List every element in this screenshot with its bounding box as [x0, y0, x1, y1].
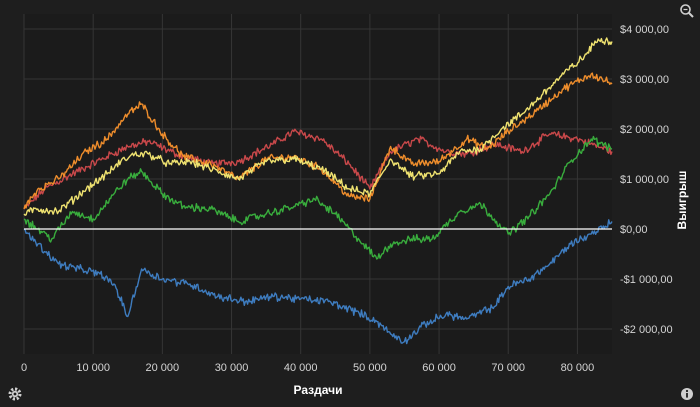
x-axis-ticks: 0 10 000 20 000 30 000 40 000 50 000 60 000 70 … [21, 362, 594, 374]
series-line-3 [23, 37, 613, 216]
gear-icon[interactable] [6, 385, 24, 403]
x-tick-label: 30 000 [215, 362, 249, 374]
series-line-5 [23, 219, 613, 345]
series-line-4 [23, 135, 613, 260]
info-icon[interactable] [678, 385, 696, 403]
x-tick-label: 10 000 [76, 362, 110, 374]
zoom-icon[interactable] [678, 2, 696, 20]
series-line-2 [23, 72, 613, 210]
series-line-1 [23, 128, 613, 210]
x-tick-label: 0 [21, 362, 27, 374]
y-tick-label: $4 000,00 [620, 24, 669, 36]
y-axis-title: Выигрыш [675, 171, 689, 230]
y-tick-label: $2 000,00 [620, 124, 669, 136]
x-axis-title: Раздачи [294, 383, 343, 397]
x-tick-label: 50 000 [353, 362, 387, 374]
y-axis-ticks: $4 000,00 $3 000,00 $2 000,00 $1 000,00 $0,0… [620, 24, 673, 336]
y-tick-label: -$1 000,00 [620, 274, 673, 286]
y-tick-label: $0,00 [620, 224, 648, 236]
x-tick-label: 80 000 [561, 362, 595, 374]
x-tick-label: 60 000 [422, 362, 456, 374]
x-tick-label: 70 000 [491, 362, 525, 374]
y-tick-label: $3 000,00 [620, 74, 669, 86]
x-tick-label: 20 000 [146, 362, 180, 374]
series-lines [23, 37, 613, 345]
y-tick-label: -$2 000,00 [620, 324, 673, 336]
x-tick-label: 40 000 [284, 362, 318, 374]
y-tick-label: $1 000,00 [620, 174, 669, 186]
